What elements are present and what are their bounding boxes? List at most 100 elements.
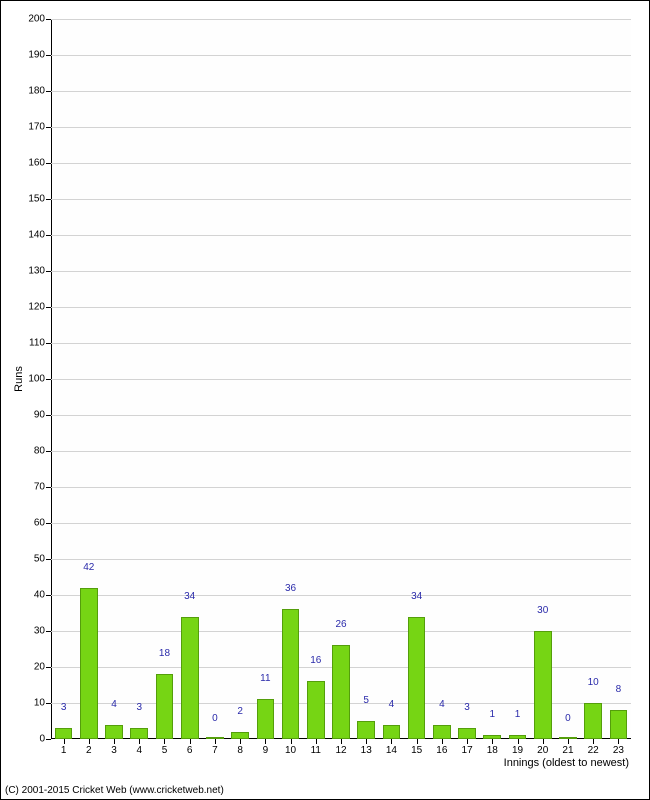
x-tick-label: 19	[512, 739, 523, 756]
bar	[357, 721, 375, 739]
y-axis-title: Runs	[13, 366, 25, 392]
bar	[332, 645, 350, 739]
bar	[408, 617, 426, 739]
y-tick-label: 90	[34, 410, 51, 421]
bar	[130, 728, 148, 739]
bar-value-label: 0	[565, 713, 571, 726]
grid-line	[51, 343, 631, 344]
grid-line	[51, 235, 631, 236]
y-tick-label: 200	[28, 14, 51, 25]
y-tick-label: 160	[28, 158, 51, 169]
bar	[55, 728, 73, 739]
bar	[231, 732, 249, 739]
grid-line	[51, 415, 631, 416]
bar-value-label: 3	[61, 702, 67, 715]
chart-container: 0102030405060708090100110120130140150160…	[0, 0, 650, 800]
grid-line	[51, 271, 631, 272]
y-tick-label: 10	[34, 698, 51, 709]
y-tick-label: 110	[29, 338, 51, 349]
bar-value-label: 16	[310, 655, 321, 668]
y-tick-label: 180	[28, 86, 51, 97]
bar	[584, 703, 602, 739]
y-tick-label: 140	[28, 230, 51, 241]
bar	[383, 725, 401, 739]
bar	[181, 617, 199, 739]
bar	[307, 681, 325, 739]
y-tick-label: 20	[34, 662, 51, 673]
y-tick-label: 190	[28, 50, 51, 61]
bar-value-label: 34	[184, 591, 195, 604]
bar-value-label: 5	[363, 695, 369, 708]
x-tick-label: 9	[263, 739, 269, 756]
x-tick-label: 7	[212, 739, 218, 756]
bar-value-label: 0	[212, 713, 218, 726]
bar	[80, 588, 98, 739]
bar-value-label: 30	[537, 605, 548, 618]
x-tick-label: 11	[311, 739, 321, 756]
x-tick-label: 13	[361, 739, 372, 756]
bar	[534, 631, 552, 739]
y-tick-label: 60	[34, 518, 51, 529]
x-tick-label: 10	[285, 739, 296, 756]
bar-value-label: 4	[389, 699, 395, 712]
x-tick-label: 6	[187, 739, 193, 756]
bar	[105, 725, 123, 739]
bar-value-label: 1	[515, 709, 521, 722]
grid-line	[51, 91, 631, 92]
bar-value-label: 3	[464, 702, 470, 715]
grid-line	[51, 487, 631, 488]
bar-value-label: 36	[285, 583, 296, 596]
x-tick-label: 15	[411, 739, 422, 756]
y-tick-label: 130	[28, 266, 51, 277]
x-tick-label: 17	[462, 739, 473, 756]
x-tick-label: 20	[537, 739, 548, 756]
grid-line	[51, 451, 631, 452]
y-tick-label: 120	[28, 302, 51, 313]
y-tick-label: 170	[28, 122, 51, 133]
bar-value-label: 42	[83, 562, 94, 575]
grid-line	[51, 55, 631, 56]
y-tick-label: 70	[34, 482, 51, 493]
x-tick-label: 16	[436, 739, 447, 756]
bar-value-label: 8	[616, 684, 622, 697]
y-tick-label: 30	[34, 626, 51, 637]
grid-line	[51, 127, 631, 128]
bar-value-label: 11	[260, 673, 270, 686]
bar	[257, 699, 275, 739]
copyright-text: (C) 2001-2015 Cricket Web (www.cricketwe…	[5, 785, 224, 796]
x-tick-label: 1	[61, 739, 67, 756]
bar-value-label: 34	[411, 591, 422, 604]
bar	[156, 674, 174, 739]
x-tick-label: 18	[487, 739, 498, 756]
grid-line	[51, 559, 631, 560]
x-axis-title: Innings (oldest to newest)	[504, 757, 629, 769]
bar-value-label: 1	[490, 709, 496, 722]
bar-value-label: 10	[588, 677, 599, 690]
y-tick-label: 40	[34, 590, 51, 601]
grid-line	[51, 19, 631, 20]
grid-line	[51, 523, 631, 524]
x-tick-label: 14	[386, 739, 397, 756]
x-tick-label: 4	[136, 739, 142, 756]
x-tick-label: 8	[237, 739, 243, 756]
bar-value-label: 4	[439, 699, 445, 712]
grid-line	[51, 307, 631, 308]
y-tick-label: 100	[28, 374, 51, 385]
y-tick-label: 80	[34, 446, 51, 457]
x-tick-label: 22	[588, 739, 599, 756]
x-tick-label: 23	[613, 739, 624, 756]
bar-value-label: 26	[335, 619, 346, 632]
x-tick-label: 5	[162, 739, 168, 756]
bar-value-label: 3	[136, 702, 142, 715]
grid-line	[51, 379, 631, 380]
bar	[610, 710, 628, 739]
x-tick-label: 21	[562, 739, 573, 756]
y-tick-label: 0	[39, 734, 51, 745]
y-tick-label: 50	[34, 554, 51, 565]
bar	[458, 728, 476, 739]
grid-line	[51, 595, 631, 596]
y-tick-label: 150	[28, 194, 51, 205]
bar-value-label: 18	[159, 648, 170, 661]
x-tick-label: 3	[111, 739, 117, 756]
grid-line	[51, 199, 631, 200]
